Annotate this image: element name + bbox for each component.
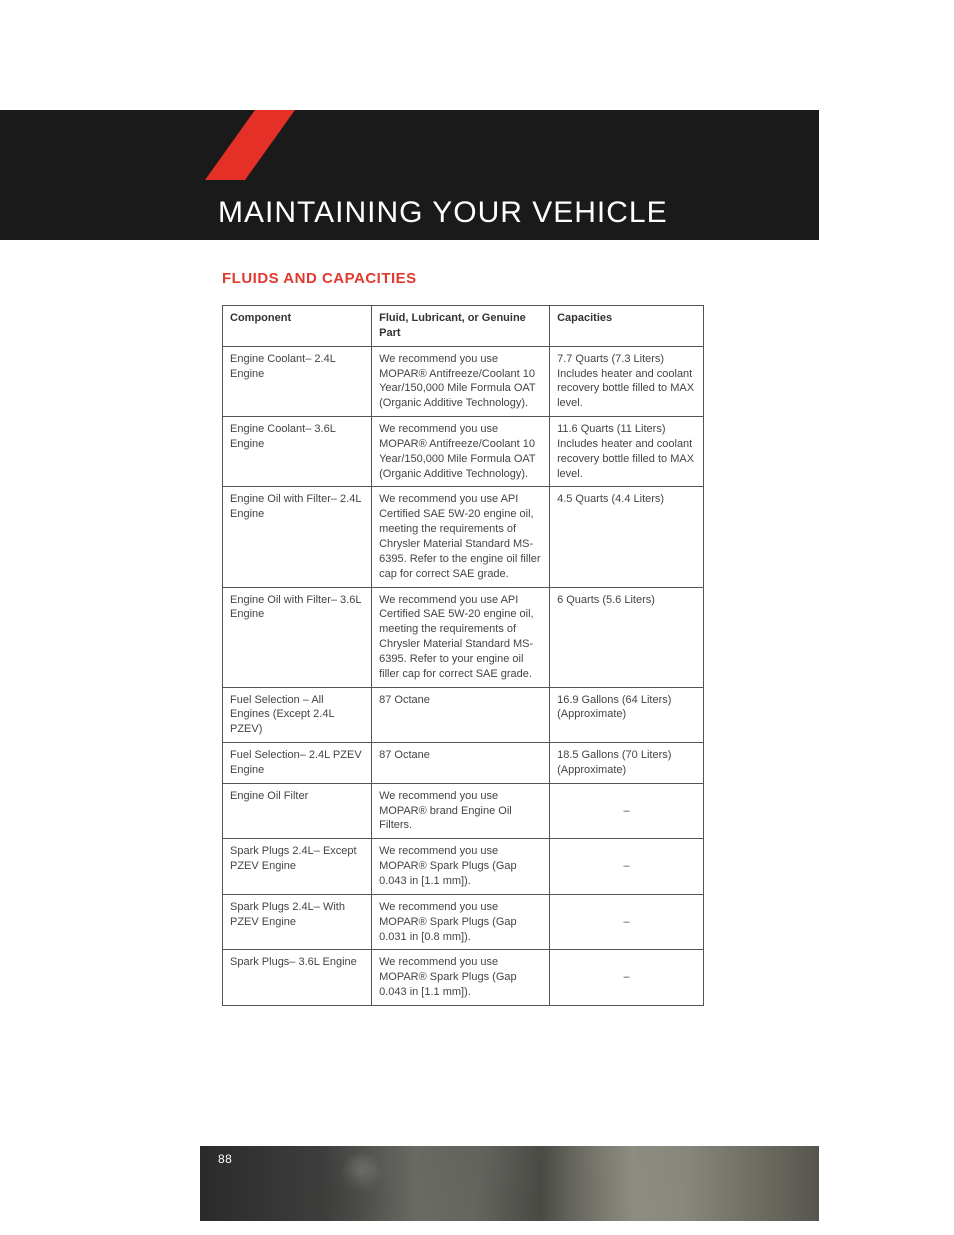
cell-fluid: We recommend you use MOPAR® brand Engine… [372,783,550,839]
footer-band: 88 [200,1146,819,1221]
footer-image [200,1146,819,1221]
table-row: Engine Oil with Filter– 3.6L EngineWe re… [223,587,704,687]
table-header: Component Fluid, Lubricant, or Genuine P… [223,306,704,347]
cell-fluid: We recommend you use MOPAR® Spark Plugs … [372,950,550,1006]
table-row: Fuel Selection– 2.4L PZEV Engine87 Octan… [223,743,704,784]
cell-capacity: 16.9 Gallons (64 Liters) (Approximate) [550,687,704,743]
header-band: MAINTAINING YOUR VEHICLE [0,110,819,240]
cell-fluid: We recommend you use MOPAR® Antifreeze/C… [372,346,550,416]
table-row: Engine Oil with Filter– 2.4L EngineWe re… [223,487,704,587]
page-number: 88 [218,1152,232,1166]
cell-capacity: – [550,950,704,1006]
cell-capacity: 18.5 Gallons (70 Liters) (Approximate) [550,743,704,784]
fluids-table: Component Fluid, Lubricant, or Genuine P… [222,305,704,1006]
col-fluid: Fluid, Lubricant, or Genuine Part [372,306,550,347]
cell-capacity: – [550,894,704,950]
section-title: FLUIDS AND CAPACITIES [222,270,704,287]
slash-icon [205,110,355,195]
cell-capacity: – [550,783,704,839]
table-row: Spark Plugs 2.4L– With PZEV EngineWe rec… [223,894,704,950]
col-component: Component [223,306,372,347]
cell-fluid: We recommend you use API Certified SAE 5… [372,487,550,587]
cell-capacity: 4.5 Quarts (4.4 Liters) [550,487,704,587]
header-title: MAINTAINING YOUR VEHICLE [218,196,668,230]
cell-component: Engine Oil with Filter– 3.6L Engine [223,587,372,687]
cell-fluid: 87 Octane [372,687,550,743]
cell-fluid: We recommend you use MOPAR® Spark Plugs … [372,894,550,950]
cell-capacity: 6 Quarts (5.6 Liters) [550,587,704,687]
cell-capacity: – [550,839,704,895]
table-body: Engine Coolant– 2.4L EngineWe recommend … [223,346,704,1005]
table-row: Spark Plugs 2.4L– Except PZEV EngineWe r… [223,839,704,895]
cell-component: Engine Oil Filter [223,783,372,839]
cell-fluid: We recommend you use API Certified SAE 5… [372,587,550,687]
cell-component: Spark Plugs 2.4L– Except PZEV Engine [223,839,372,895]
table-row: Spark Plugs– 3.6L EngineWe recommend you… [223,950,704,1006]
cell-component: Spark Plugs– 3.6L Engine [223,950,372,1006]
table-row: Engine Oil FilterWe recommend you use MO… [223,783,704,839]
table-row: Engine Coolant– 3.6L EngineWe recommend … [223,417,704,487]
cell-component: Engine Coolant– 3.6L Engine [223,417,372,487]
cell-capacity: 7.7 Quarts (7.3 Liters) Includes heater … [550,346,704,416]
cell-fluid: We recommend you use MOPAR® Antifreeze/C… [372,417,550,487]
cell-component: Fuel Selection – All Engines (Except 2.4… [223,687,372,743]
content-area: FLUIDS AND CAPACITIES Component Fluid, L… [222,270,704,1006]
table-row: Fuel Selection – All Engines (Except 2.4… [223,687,704,743]
page: MAINTAINING YOUR VEHICLE FLUIDS AND CAPA… [0,110,954,1221]
cell-capacity: 11.6 Quarts (11 Liters) Includes heater … [550,417,704,487]
cell-component: Spark Plugs 2.4L– With PZEV Engine [223,894,372,950]
cell-component: Engine Oil with Filter– 2.4L Engine [223,487,372,587]
table-row: Engine Coolant– 2.4L EngineWe recommend … [223,346,704,416]
cell-fluid: We recommend you use MOPAR® Spark Plugs … [372,839,550,895]
col-capacity: Capacities [550,306,704,347]
cell-component: Fuel Selection– 2.4L PZEV Engine [223,743,372,784]
cell-component: Engine Coolant– 2.4L Engine [223,346,372,416]
cell-fluid: 87 Octane [372,743,550,784]
